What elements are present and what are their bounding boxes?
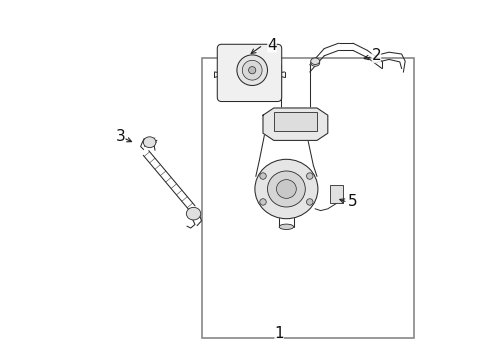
Ellipse shape (307, 173, 313, 179)
Text: 1: 1 (274, 325, 284, 341)
Ellipse shape (311, 58, 319, 64)
Ellipse shape (311, 60, 319, 66)
Bar (202, 58, 414, 338)
Ellipse shape (307, 199, 313, 205)
FancyArrowPatch shape (126, 138, 131, 142)
Text: 4: 4 (267, 37, 277, 53)
FancyArrowPatch shape (364, 55, 370, 60)
Ellipse shape (143, 137, 156, 148)
Ellipse shape (260, 199, 266, 205)
Ellipse shape (186, 207, 201, 220)
Ellipse shape (248, 67, 256, 74)
Bar (274, 112, 317, 131)
Ellipse shape (268, 171, 305, 207)
FancyArrowPatch shape (251, 46, 261, 54)
Ellipse shape (242, 60, 262, 80)
FancyBboxPatch shape (217, 44, 282, 102)
Ellipse shape (279, 224, 294, 230)
Text: 3: 3 (116, 129, 125, 144)
Ellipse shape (237, 55, 268, 86)
Text: 2: 2 (371, 48, 381, 63)
Ellipse shape (255, 159, 318, 219)
Ellipse shape (276, 180, 296, 198)
Bar (330, 185, 343, 203)
FancyArrowPatch shape (340, 199, 345, 203)
Text: 5: 5 (348, 194, 358, 209)
Ellipse shape (260, 173, 266, 179)
Polygon shape (263, 108, 328, 140)
